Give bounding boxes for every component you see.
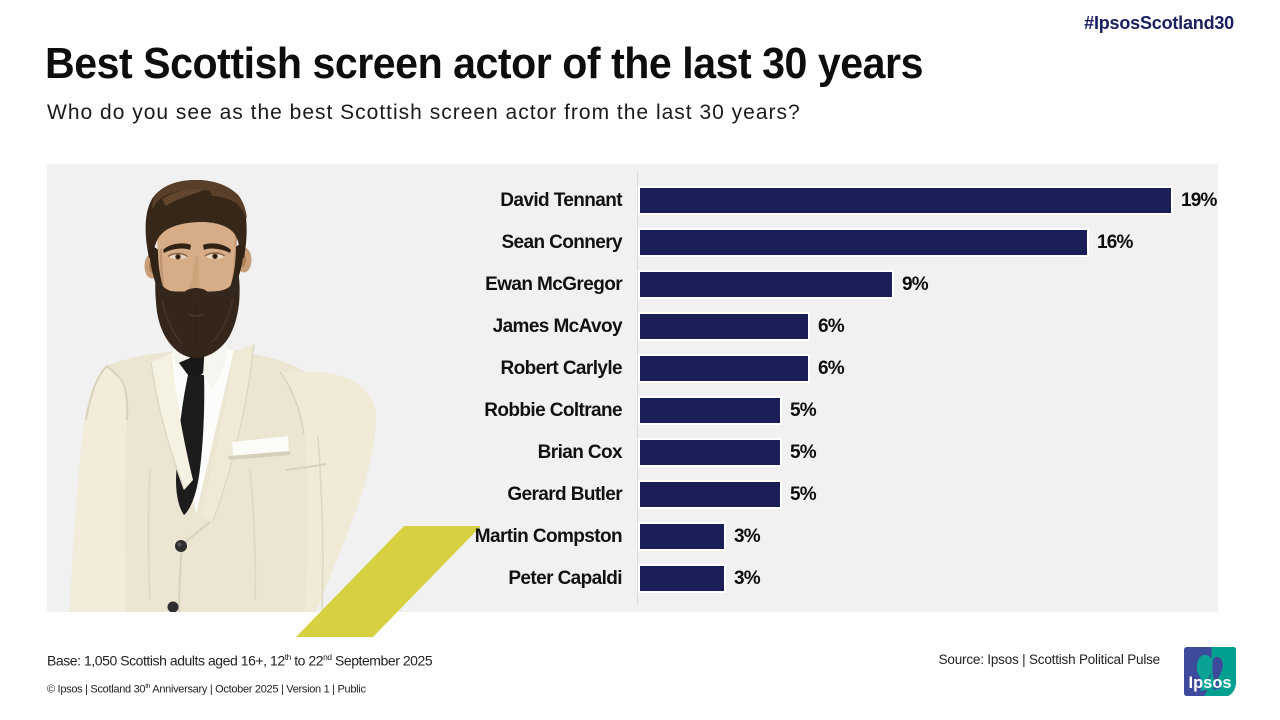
svg-text:Ipsos: Ipsos — [1189, 674, 1232, 692]
